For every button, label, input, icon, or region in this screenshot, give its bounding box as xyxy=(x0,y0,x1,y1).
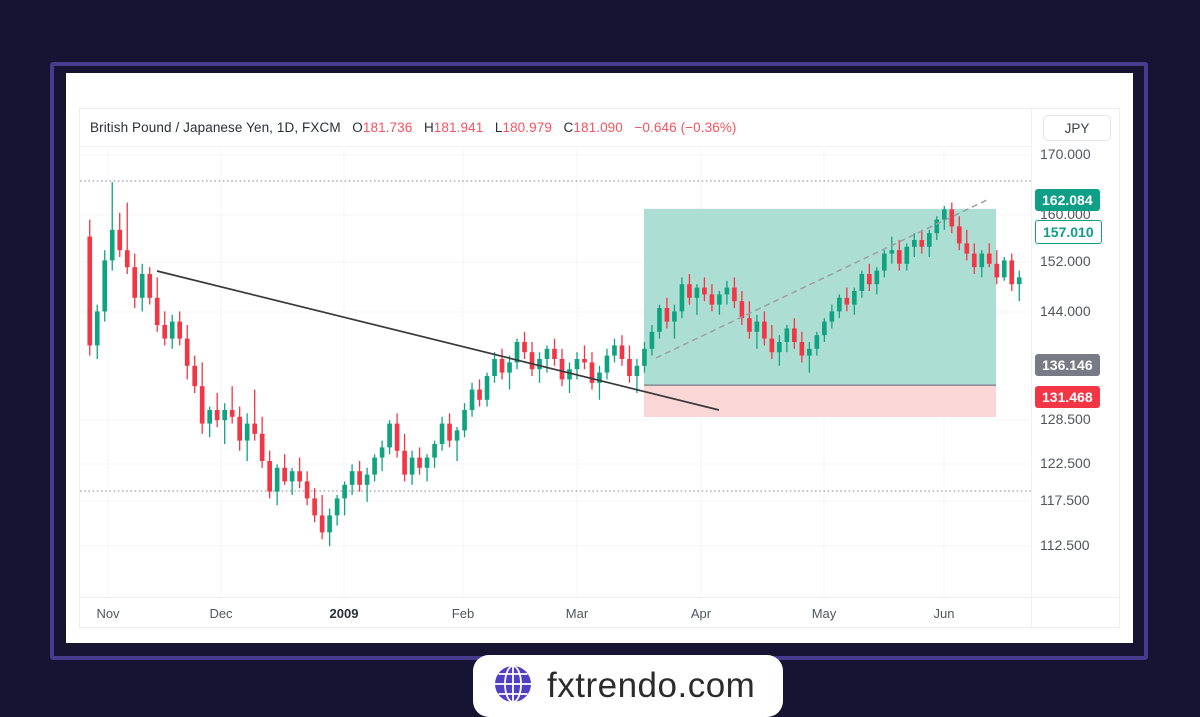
chart-card: British Pound / Japanese Yen, 1D, FXCM O… xyxy=(66,73,1133,643)
price-tick-label: 152.000 xyxy=(1040,253,1091,269)
price-badge: 131.468 xyxy=(1035,386,1100,408)
globe-icon xyxy=(493,664,533,709)
time-tick-label: Dec xyxy=(209,606,233,621)
legend-close-value: 181.090 xyxy=(573,120,623,135)
legend-open-value: 181.736 xyxy=(362,120,413,135)
price-tick-label: 170.000 xyxy=(1040,146,1091,162)
legend-change: −0.646 (−0.36%) xyxy=(634,120,737,135)
price-badge: 162.084 xyxy=(1035,189,1100,211)
time-tick-label: Feb xyxy=(451,606,475,621)
price-tick-label: 128.500 xyxy=(1040,411,1091,427)
price-scale[interactable]: JPY 170.000 160.000 152.000 144.000 128.500 1… xyxy=(1031,109,1119,627)
legend-text: British Pound / Japanese Yen, 1D, FXCM O… xyxy=(90,120,737,135)
currency-button[interactable]: JPY xyxy=(1043,115,1111,141)
legend-low-label: L xyxy=(494,120,503,135)
time-tick-label: May xyxy=(811,606,837,621)
chart-plot-area[interactable] xyxy=(80,147,1119,597)
chart-legend-bar: British Pound / Japanese Yen, 1D, FXCM O… xyxy=(80,109,1119,147)
legend-low-value: 180.979 xyxy=(502,120,552,135)
legend-high-label: H xyxy=(423,120,434,135)
time-tick-label: 2009 xyxy=(329,606,359,621)
candlestick-svg xyxy=(80,147,1119,597)
time-tick-label: Mar xyxy=(565,606,589,621)
price-tick-label: 112.500 xyxy=(1040,537,1090,553)
legend-close-label: C xyxy=(563,120,574,135)
legend-high-value: 181.941 xyxy=(433,120,484,135)
legend-symbol: British Pound / Japanese Yen, 1D, FXCM xyxy=(90,120,341,135)
price-badge: 157.010 xyxy=(1035,220,1102,244)
chart-panel: British Pound / Japanese Yen, 1D, FXCM O… xyxy=(79,108,1120,628)
time-scale[interactable]: Nov Dec 2009 Feb Mar Apr May Jun xyxy=(80,597,1119,627)
brand-name: fxtrendo.com xyxy=(547,666,756,705)
brand-logo: fxtrendo.com xyxy=(473,655,783,717)
time-tick-label: Apr xyxy=(690,606,712,621)
price-tick-label: 122.500 xyxy=(1040,455,1091,471)
price-badge: 136.146 xyxy=(1035,354,1100,376)
price-tick-label: 144.000 xyxy=(1040,303,1091,319)
legend-open-label: O xyxy=(352,120,363,135)
time-tick-label: Nov xyxy=(96,606,120,621)
time-tick-label: Jun xyxy=(933,606,955,621)
price-tick-label: 117.500 xyxy=(1040,492,1090,508)
